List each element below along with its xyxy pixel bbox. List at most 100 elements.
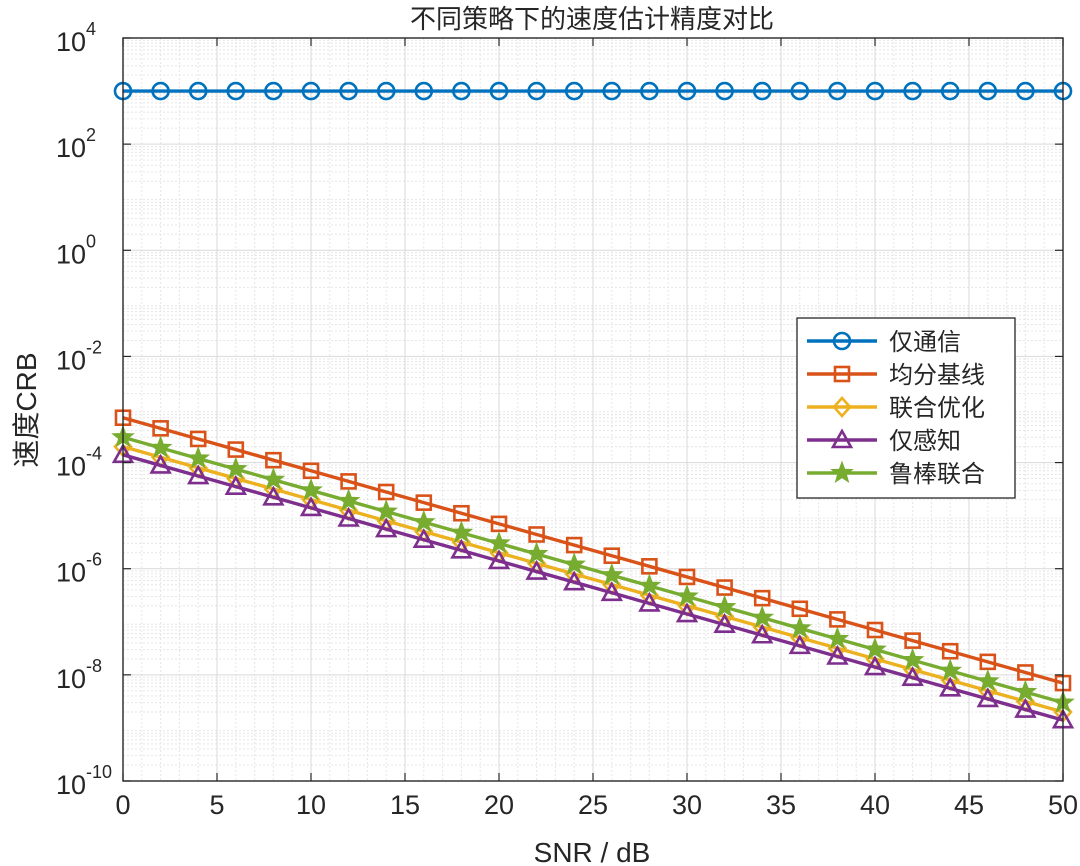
y-tick-exponent: -8 (86, 656, 102, 676)
triangle-marker (374, 517, 398, 538)
square-marker (979, 653, 997, 671)
legend-label: 均分基线 (889, 362, 985, 389)
triangle-marker (525, 559, 548, 580)
x-tick-label: 20 (484, 790, 514, 820)
circle-marker (452, 81, 471, 101)
circle-marker (640, 81, 659, 101)
y-tick-exponent: -2 (86, 337, 102, 357)
triangle-marker (562, 570, 586, 591)
circle-marker (677, 81, 697, 101)
x-tick-label: 45 (954, 790, 984, 820)
y-tick-label: 10 (56, 558, 86, 588)
triangle-marker (600, 581, 624, 602)
star-marker (863, 637, 887, 660)
star-marker (336, 488, 361, 511)
legend-entry: 均分基线 (807, 362, 985, 389)
circle-marker (414, 81, 434, 101)
star-marker (975, 668, 1000, 692)
y-tick-exponent: -4 (86, 444, 102, 464)
star-marker (524, 541, 549, 565)
star-marker (900, 647, 925, 671)
circle-marker (564, 81, 584, 101)
y-tick-label: 10 (56, 345, 86, 375)
chart-title: 不同策略下的速度估计精度对比 (410, 5, 774, 35)
square-marker (904, 632, 921, 649)
star-marker (374, 499, 399, 522)
triangle-marker (149, 453, 172, 474)
square-marker (265, 451, 282, 469)
square-marker (453, 504, 470, 522)
star-marker (825, 626, 850, 649)
x-tick-label: 10 (296, 790, 326, 820)
star-marker (299, 477, 323, 501)
square-marker (528, 526, 545, 543)
circle-marker (940, 81, 960, 101)
square-marker (302, 462, 320, 480)
circle-marker (527, 81, 546, 101)
square-marker (866, 621, 884, 639)
triangle-marker (262, 485, 285, 506)
triangle-marker (976, 687, 1000, 708)
y-tick-exponent: -10 (86, 762, 112, 782)
triangle-marker (224, 475, 248, 495)
circle-marker (151, 81, 170, 101)
triangle-marker (788, 634, 812, 655)
series-star (111, 424, 1075, 713)
square-marker (641, 558, 658, 575)
triangle-marker (412, 528, 436, 549)
x-tick-label: 5 (209, 790, 224, 820)
x-tick-label: 0 (115, 790, 130, 820)
star-marker (712, 594, 737, 618)
y-tick-exponent: 2 (86, 125, 96, 145)
legend-label: 仅通信 (889, 329, 961, 356)
triangle-marker (299, 496, 323, 517)
circle-marker (602, 81, 622, 101)
circle-marker (489, 81, 509, 101)
legend-label: 鲁棒联合 (889, 461, 985, 488)
y-tick-label: 10 (56, 27, 86, 57)
triangle-marker (638, 591, 661, 612)
square-marker (603, 547, 621, 565)
star-marker (787, 615, 812, 639)
triangle-marker (1014, 697, 1037, 718)
y-tick-label: 10 (56, 452, 86, 482)
y-axis-label: 速度CRB (11, 352, 42, 467)
circle-marker (301, 81, 321, 101)
series-triangle (111, 443, 1075, 729)
star-marker (637, 573, 662, 596)
square-marker (340, 473, 357, 490)
square-marker (716, 579, 733, 596)
x-tick-label: 40 (860, 790, 890, 820)
y-tick-label: 10 (56, 664, 86, 694)
star-marker (938, 658, 963, 681)
y-tick-exponent: 4 (86, 19, 96, 39)
circle-marker (226, 81, 246, 101)
legend-entry: 鲁棒联合 (807, 460, 985, 488)
triangle-marker (713, 612, 736, 633)
legend-entry: 仅感知 (807, 428, 961, 455)
series-square (114, 409, 1072, 692)
star-marker (449, 520, 474, 543)
triangle-marker (938, 676, 962, 697)
circle-marker (828, 81, 847, 101)
x-tick-label: 35 (766, 790, 796, 820)
triangle-marker (901, 666, 924, 687)
triangle-marker (830, 428, 854, 449)
triangle-marker (826, 644, 849, 665)
grid (122, 37, 1064, 782)
plot-series (111, 81, 1075, 729)
series-circle (113, 81, 1073, 101)
square-marker (415, 494, 433, 511)
x-axis-label: SNR / dB (534, 837, 651, 866)
square-marker (791, 600, 809, 618)
legend-entry: 联合优化 (807, 395, 985, 422)
circle-marker (188, 81, 208, 101)
star-marker (223, 456, 248, 480)
x-tick-label: 15 (390, 790, 420, 820)
star-marker (675, 584, 699, 607)
star-marker (750, 605, 775, 628)
y-tick-label: 10 (56, 770, 86, 800)
square-marker (152, 420, 169, 437)
square-marker (941, 642, 959, 660)
